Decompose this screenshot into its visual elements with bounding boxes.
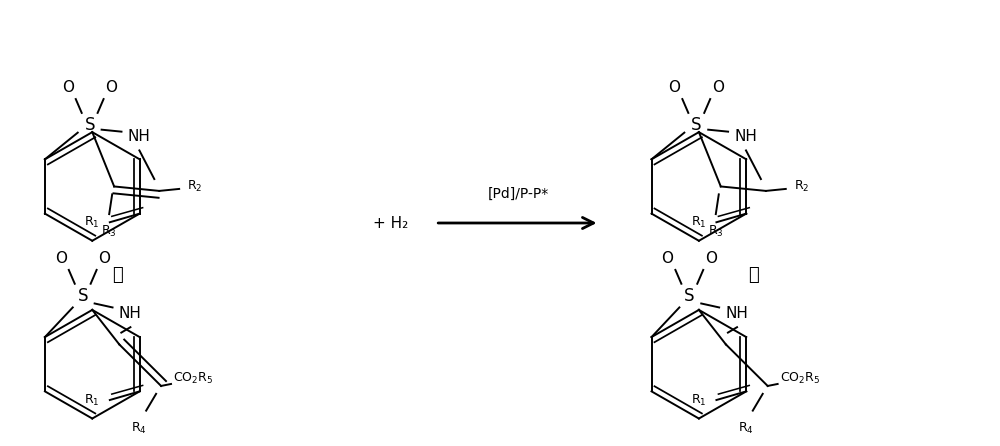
Text: NH: NH bbox=[735, 129, 757, 144]
Text: 或: 或 bbox=[112, 266, 123, 285]
Text: 或: 或 bbox=[748, 266, 759, 285]
Text: R$_1$: R$_1$ bbox=[691, 392, 706, 408]
Text: O: O bbox=[705, 251, 717, 265]
Text: R$_2$: R$_2$ bbox=[187, 178, 203, 194]
Text: O: O bbox=[55, 251, 67, 265]
Text: R$_3$: R$_3$ bbox=[708, 224, 724, 239]
Text: [Pd]/P-P*: [Pd]/P-P* bbox=[487, 187, 549, 201]
Text: S: S bbox=[84, 116, 95, 134]
Text: + H₂: + H₂ bbox=[373, 215, 408, 231]
Text: CO$_2$R$_5$: CO$_2$R$_5$ bbox=[173, 371, 213, 386]
Text: R$_1$: R$_1$ bbox=[691, 215, 706, 230]
Text: R$_4$: R$_4$ bbox=[131, 421, 147, 436]
Text: S: S bbox=[684, 287, 695, 305]
Text: O: O bbox=[99, 251, 111, 265]
Text: R$_2$: R$_2$ bbox=[794, 178, 809, 194]
Text: R$_3$: R$_3$ bbox=[101, 224, 117, 239]
Text: S: S bbox=[691, 116, 702, 134]
Text: R$_1$: R$_1$ bbox=[84, 215, 100, 230]
Text: CO$_2$R$_5$: CO$_2$R$_5$ bbox=[780, 371, 820, 386]
Text: NH: NH bbox=[119, 306, 142, 321]
Text: R$_1$: R$_1$ bbox=[84, 392, 100, 408]
Text: NH: NH bbox=[726, 306, 748, 321]
Text: O: O bbox=[712, 80, 724, 95]
Text: O: O bbox=[62, 80, 74, 95]
Text: O: O bbox=[668, 80, 680, 95]
Text: S: S bbox=[77, 287, 88, 305]
Text: O: O bbox=[106, 80, 118, 95]
Text: NH: NH bbox=[128, 129, 151, 144]
Text: O: O bbox=[661, 251, 673, 265]
Text: R$_4$: R$_4$ bbox=[738, 421, 754, 436]
